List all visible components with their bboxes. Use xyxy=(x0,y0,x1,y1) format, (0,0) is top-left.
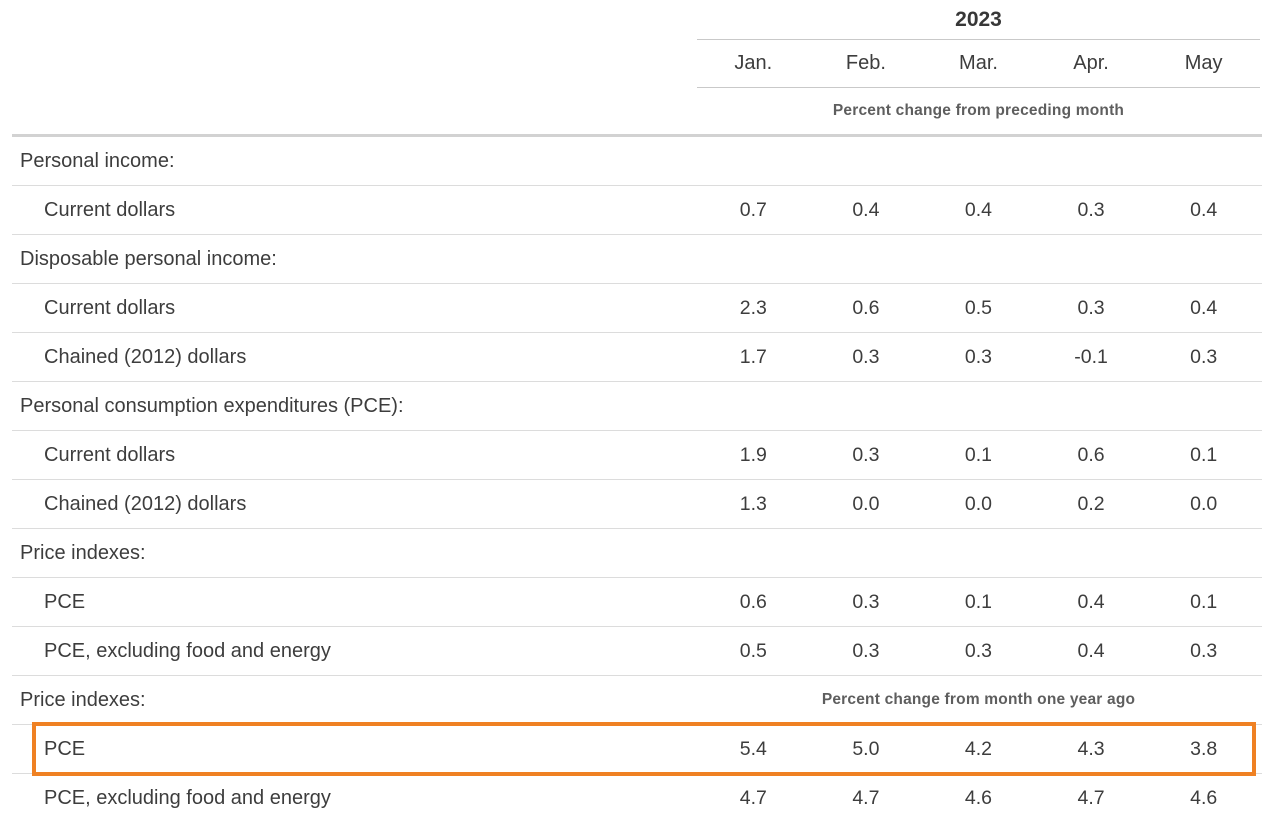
value-cell: 2.3 xyxy=(739,296,767,319)
header-spacer xyxy=(12,0,697,40)
value-cell: 0.3 xyxy=(852,590,880,613)
value-cell: 0.3 xyxy=(1077,296,1105,319)
value-cell: 0.5 xyxy=(964,296,993,319)
month-header: Mar. xyxy=(959,52,998,74)
value-cell: 4.2 xyxy=(964,737,993,760)
value-cell: 0.3 xyxy=(964,345,993,368)
value-cell: 0.3 xyxy=(1190,639,1218,662)
table-section-row: Personal income: xyxy=(12,137,1262,186)
row-label: Price indexes: xyxy=(20,688,146,711)
value-cell: 4.7 xyxy=(739,786,767,809)
month-header: Apr. xyxy=(1073,52,1109,74)
value-cell: 0.1 xyxy=(1190,443,1218,466)
month-header: May xyxy=(1184,52,1223,74)
table-row: PCE, excluding food and energy 4.7 4.7 4.6 4… xyxy=(12,774,1262,822)
year-header-row: 2023 xyxy=(12,0,1262,40)
value-cell: 5.0 xyxy=(852,737,880,760)
value-cell: 0.5 xyxy=(739,639,767,662)
row-label: Disposable personal income: xyxy=(20,247,277,270)
value-cell: 0.6 xyxy=(739,590,767,613)
month-headers: Jan. Feb. Mar. Apr. May xyxy=(697,40,1260,88)
row-label: PCE, excluding food and energy xyxy=(44,639,331,662)
value-cell: 0.4 xyxy=(964,198,993,221)
row-label: PCE xyxy=(44,590,86,613)
month-header: Feb. xyxy=(845,52,886,74)
value-cell: 0.3 xyxy=(852,345,880,368)
table-row: Current dollars 1.9 0.3 0.1 0.6 0.1 xyxy=(12,431,1262,480)
table-row: PCE 5.4 5.0 4.2 4.3 3.8 xyxy=(12,722,1262,776)
value-cell: 0.4 xyxy=(852,198,880,221)
value-cell: 4.3 xyxy=(1077,737,1105,760)
value-cell: 1.3 xyxy=(739,492,767,515)
table-row: Current dollars 0.7 0.4 0.4 0.3 0.4 xyxy=(12,186,1262,235)
value-cell: 0.1 xyxy=(964,443,993,466)
value-cell: 0.4 xyxy=(1077,639,1105,662)
month-header: Jan. xyxy=(734,52,773,74)
row-label: Current dollars xyxy=(44,443,176,466)
value-cell: 1.7 xyxy=(739,345,767,368)
value-cell: 0.1 xyxy=(964,590,993,613)
table-section-row: Personal consumption expenditures (PCE): xyxy=(12,382,1262,431)
value-cell: 0.3 xyxy=(1190,345,1218,368)
value-cell: 0.4 xyxy=(1077,590,1105,613)
value-cell: 4.7 xyxy=(1077,786,1105,809)
row-label: Price indexes: xyxy=(20,541,146,564)
value-cell: 1.9 xyxy=(739,443,767,466)
table-section-row: Price indexes: Percent change from month … xyxy=(12,676,1262,725)
table-section-row: Disposable personal income: xyxy=(12,235,1262,284)
table-section-row: Price indexes: xyxy=(12,529,1262,578)
value-cell: 4.6 xyxy=(1190,786,1218,809)
row-label: Personal income: xyxy=(20,149,175,172)
table-row: Chained (2012) dollars 1.7 0.3 0.3 -0.1 0.3 xyxy=(12,333,1262,382)
unit-note-top: Percent change from preceding month xyxy=(832,102,1125,119)
table-row: PCE, excluding food and energy 0.5 0.3 0.3 0… xyxy=(12,627,1262,676)
unit-note-row: Percent change from preceding month xyxy=(12,88,1262,137)
header-spacer xyxy=(12,40,697,88)
row-label: Current dollars xyxy=(44,296,176,319)
row-label: Current dollars xyxy=(44,198,176,221)
value-cell: 0.3 xyxy=(964,639,993,662)
year-header: 2023 xyxy=(697,0,1260,40)
value-cell: -0.1 xyxy=(1074,345,1108,368)
table-body: Personal income: Current dollars 0.7 0.4 0.4… xyxy=(12,137,1262,822)
value-cell: 0.3 xyxy=(852,443,880,466)
row-label: PCE xyxy=(44,737,86,760)
value-cell: 0.7 xyxy=(739,198,767,221)
value-cell: 4.6 xyxy=(964,786,993,809)
value-cell: 0.0 xyxy=(1190,492,1218,515)
row-label: PCE, excluding food and energy xyxy=(44,786,331,809)
value-cell: 4.7 xyxy=(852,786,880,809)
value-cell: 0.0 xyxy=(852,492,880,515)
row-label: Chained (2012) dollars xyxy=(44,492,247,515)
value-cell: 0.4 xyxy=(1190,296,1218,319)
value-cell: 5.4 xyxy=(739,737,767,760)
header-spacer xyxy=(12,88,697,134)
value-cell: 3.8 xyxy=(1190,737,1218,760)
row-label: Chained (2012) dollars xyxy=(44,345,247,368)
value-cell: 0.2 xyxy=(1077,492,1105,515)
value-cell: 0.0 xyxy=(964,492,993,515)
unit-note-bottom: Percent change from month one year ago xyxy=(821,691,1136,708)
economic-data-table: 2023 Jan. Feb. Mar. Apr. May Percent change … xyxy=(12,0,1262,822)
table-row: PCE 0.6 0.3 0.1 0.4 0.1 xyxy=(12,578,1262,627)
value-cell: 0.1 xyxy=(1190,590,1218,613)
value-cell: 0.6 xyxy=(1077,443,1105,466)
month-header-row: Jan. Feb. Mar. Apr. May xyxy=(12,40,1262,88)
row-label: Personal consumption expenditures (PCE): xyxy=(20,394,404,417)
table-row: Chained (2012) dollars 1.3 0.0 0.0 0.2 0.0 xyxy=(12,480,1262,529)
value-cell: 0.4 xyxy=(1190,198,1218,221)
value-cell: 0.3 xyxy=(1077,198,1105,221)
value-cell: 0.3 xyxy=(852,639,880,662)
table-row: Current dollars 2.3 0.6 0.5 0.3 0.4 xyxy=(12,284,1262,333)
value-cell: 0.6 xyxy=(852,296,880,319)
